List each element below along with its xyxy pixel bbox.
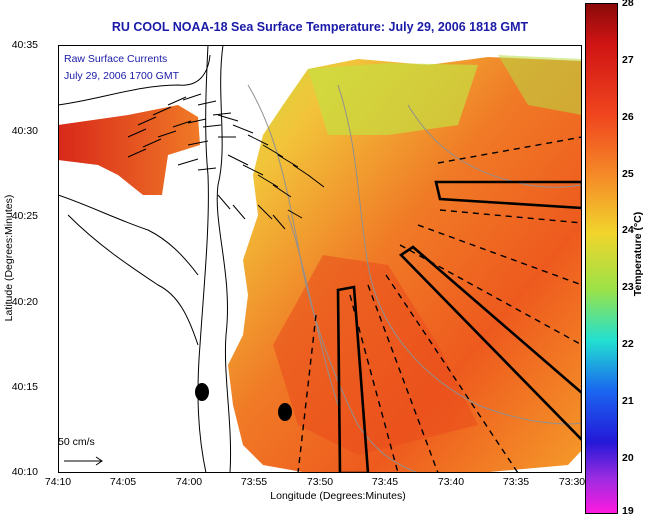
colorbar-tick: 20: [622, 452, 634, 464]
y-tick: 40:20: [11, 296, 38, 308]
x-tick: 74:00: [175, 476, 203, 488]
scale-label: 50 cm/s: [58, 436, 95, 448]
buoy-marker: [195, 383, 209, 401]
scale-arrow-icon: [64, 456, 103, 466]
map-title: RU COOL NOAA-18 Sea Surface Temperature:…: [111, 20, 529, 34]
nw-warm-patch: [58, 105, 200, 195]
x-tick: 73:40: [437, 476, 465, 488]
colorbar-tick: 21: [622, 395, 634, 407]
x-tick: 73:50: [306, 476, 334, 488]
colorbar-tick: 26: [622, 111, 634, 123]
x-tick: 74:05: [109, 476, 137, 488]
x-tick: 74:10: [44, 476, 72, 488]
x-axis-label: Longitude (Degrees:Minutes): [270, 490, 406, 502]
colorbar-tick: 27: [622, 54, 634, 66]
y-axis-label: Latitude (Degrees:Minutes): [3, 194, 15, 322]
colorbar-tick: 28: [622, 0, 634, 9]
buoy-marker: [278, 403, 292, 421]
y-tick: 40:25: [11, 210, 38, 222]
solid-transects: [336, 180, 582, 473]
current-vectors: [127, 93, 325, 230]
colorbar-tick: 25: [622, 168, 634, 180]
y-tick: 40:30: [11, 125, 38, 137]
y-tick: 40:35: [11, 39, 38, 51]
colorbar-tick: 22: [622, 338, 634, 350]
x-tick: 73:55: [240, 476, 268, 488]
y-tick: 40:10: [11, 466, 38, 478]
x-tick: 73:30: [558, 476, 586, 488]
x-tick: 73:45: [371, 476, 399, 488]
temperature-colorbar: [585, 3, 618, 514]
x-tick: 73:35: [502, 476, 530, 488]
currents-date: July 29, 2006 1700 GMT: [64, 70, 179, 82]
colorbar-tick: 23: [622, 281, 634, 293]
currents-label: Raw Surface Currents: [64, 53, 168, 65]
sst-map: [58, 45, 582, 473]
colorbar-label: Temperature (°C): [632, 211, 644, 297]
colorbar-tick: 24: [622, 224, 634, 236]
colorbar-tick: 19: [622, 505, 634, 517]
y-tick: 40:15: [11, 381, 38, 393]
